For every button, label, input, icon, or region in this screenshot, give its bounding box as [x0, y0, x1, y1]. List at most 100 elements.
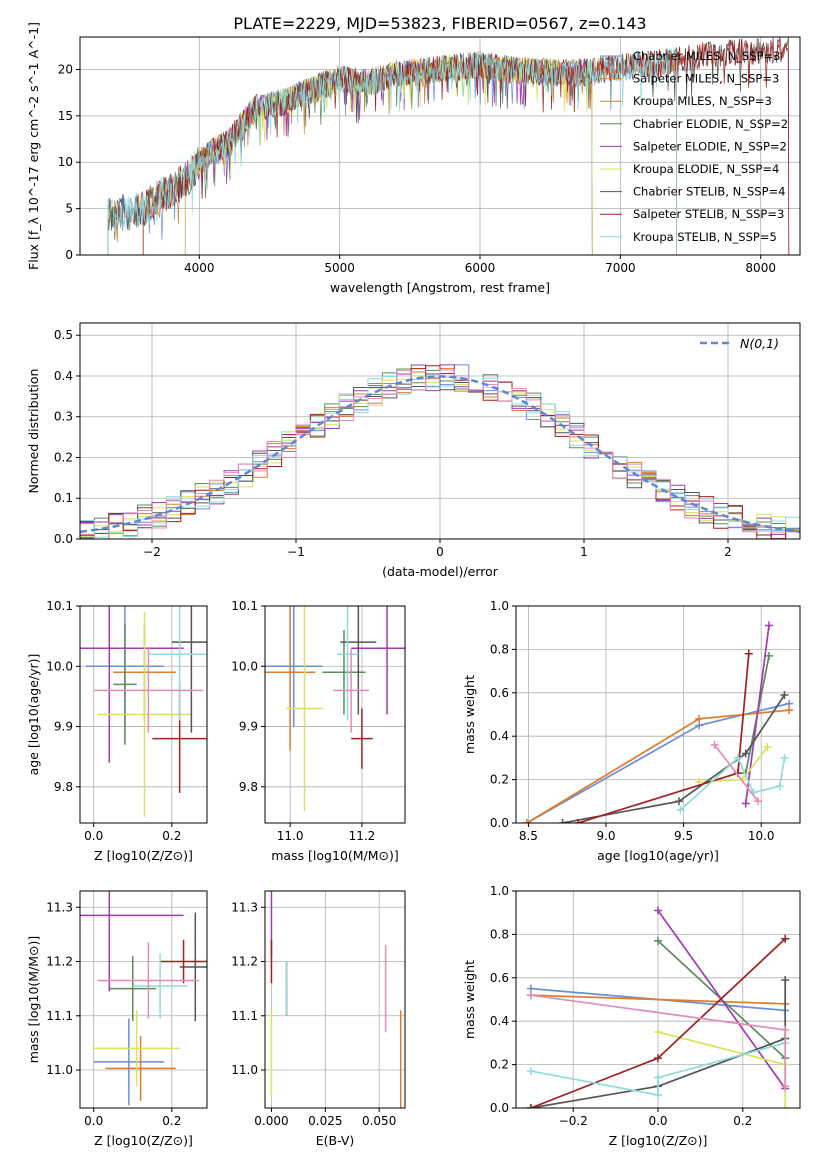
y-tick-label: 10.1 [231, 599, 258, 613]
legend: N(0,1) [700, 336, 779, 351]
axes-frame [79, 890, 208, 1109]
x-tick-label: 0.2 [162, 829, 181, 843]
plot-area [80, 891, 207, 1108]
legend-entry: Kroupa ELODIE, N_SSP=4 [633, 162, 779, 176]
y-tick-label: 0.2 [54, 450, 73, 464]
plot-area [80, 323, 800, 539]
plot-area [265, 891, 405, 1108]
errorbar-point [80, 891, 184, 992]
plus-marker [781, 1104, 790, 1108]
figure-title: PLATE=2229, MJD=53823, FIBERID=0567, z=0… [233, 14, 646, 33]
x-tick-label: 8000 [745, 261, 776, 275]
y-tick-label: 10.0 [46, 659, 73, 673]
y-tick-label: 9.8 [239, 780, 258, 794]
y-tick-label: 0.4 [54, 369, 73, 383]
errorbar-point [97, 612, 192, 817]
x-tick-label: 4000 [184, 261, 215, 275]
y-tick-label: 9.8 [54, 780, 73, 794]
y-tick-label: 0.6 [490, 971, 509, 985]
axes-mass-vs-Z: 0.0 0.2 11.0 11.1 11.2 11.3 Z [log10(Z/Z⊙)] mas… [26, 890, 208, 1148]
x-tick-label: 0.0 [84, 829, 103, 843]
errorbar-point [179, 912, 207, 1022]
plus-marker [781, 1082, 790, 1091]
errorbar-point [336, 606, 359, 721]
x-tick-label: 8.5 [519, 829, 538, 843]
normal-curve [80, 375, 800, 534]
x-tick-label: 0.050 [362, 1114, 396, 1128]
axes-frame [264, 605, 406, 824]
axes-age-vs-Z: 0.0 0.2 9.8 9.9 10.0 10.1 Z [log10(Z/Z⊙)] age [… [26, 599, 208, 863]
errorbar-point [160, 939, 207, 984]
plus-marker [775, 782, 784, 791]
x-tick-label: 5000 [324, 261, 355, 275]
legend-entry: Chabrier MILES, N_SSP=3 [633, 49, 780, 63]
x-tick-label: −0.2 [559, 1114, 588, 1128]
plus-marker [781, 1025, 790, 1034]
x-tick-label: 0.000 [254, 1114, 288, 1128]
y-tick-label: 1.0 [490, 599, 509, 613]
legend-entry: Chabrier ELODIE, N_SSP=2 [633, 117, 788, 131]
weight-line [530, 994, 786, 1005]
y-tick-label: 10.0 [231, 659, 258, 673]
errorbar-point [105, 1035, 176, 1101]
plot-area [516, 891, 800, 1108]
plus-marker [676, 805, 685, 814]
axes-mass-vs-ebv: 0.000 0.025 0.050 11.0 11.1 11.2 11.3 E(B-V) [231, 890, 406, 1148]
plus-marker [654, 906, 662, 915]
x-tick-label: 0 [436, 545, 444, 559]
plus-marker [781, 975, 790, 984]
legend-entry: Kroupa STELIB, N_SSP=5 [633, 230, 777, 244]
plus-marker [654, 1073, 662, 1082]
y-axis-label: age [log10(age/yr)] [26, 654, 41, 776]
y-axis-label: mass weight [462, 960, 477, 1039]
weight-series [526, 934, 790, 1108]
axes-spectrum: Chabrier MILES, N_SSP=3 Salpeter MILES, N… [26, 22, 801, 295]
weight-series [558, 690, 789, 823]
grid [80, 891, 207, 1108]
x-tick-label: 11.2 [349, 829, 376, 843]
plus-marker [674, 797, 683, 806]
plus-marker [526, 1067, 535, 1076]
errorbar-point [109, 956, 157, 1022]
x-tick-label: 9.5 [674, 829, 693, 843]
weight-line [699, 746, 769, 783]
y-tick-label: 0.0 [490, 1101, 509, 1115]
weight-series [526, 991, 790, 1091]
x-tick-label: 0.2 [733, 1114, 752, 1128]
x-tick-label: 9.0 [596, 829, 615, 843]
plot-area [80, 37, 800, 255]
y-tick-label: 1.0 [490, 884, 509, 898]
plus-marker [695, 714, 704, 723]
y-tick-label: 11.3 [231, 900, 258, 914]
axes-frame [79, 36, 801, 256]
y-tick-label: 0.2 [490, 773, 509, 787]
plus-marker [522, 819, 531, 823]
y-tick-label: 9.9 [239, 720, 258, 734]
errorbar-point [97, 942, 200, 1019]
x-tick-label: 2 [724, 545, 732, 559]
plus-marker [780, 690, 789, 699]
plus-marker [526, 991, 535, 1000]
errorbar-point [340, 606, 377, 715]
weight-series [574, 649, 753, 823]
x-tick-label: 0.2 [162, 1114, 181, 1128]
errorbar-point [148, 606, 207, 721]
weight-line [530, 1042, 786, 1097]
y-tick-label: 5 [65, 202, 73, 216]
weight-line [679, 756, 786, 811]
spectrum-series-line [107, 47, 677, 255]
y-axis-label: Flux [f_λ 10^-17 erg cm^-2 s^-1 A^-1] [26, 22, 41, 270]
plus-marker [781, 934, 790, 943]
y-tick-label: 0.8 [490, 927, 509, 941]
axes-frame [264, 890, 406, 1109]
grid [265, 606, 405, 823]
errorbar-point [351, 606, 405, 715]
plus-marker [654, 1090, 662, 1099]
weight-series [522, 706, 794, 823]
y-tick-label: 20 [58, 62, 73, 76]
x-tick-label: 1 [580, 545, 588, 559]
y-tick-label: 15 [58, 109, 73, 123]
y-axis-label: Normed distribution [26, 369, 41, 494]
plus-marker [733, 753, 742, 762]
axes-age-vs-mass: 11.0 11.2 9.8 9.9 10.0 10.1 mass [log10(M/M⊙)] [231, 599, 406, 863]
